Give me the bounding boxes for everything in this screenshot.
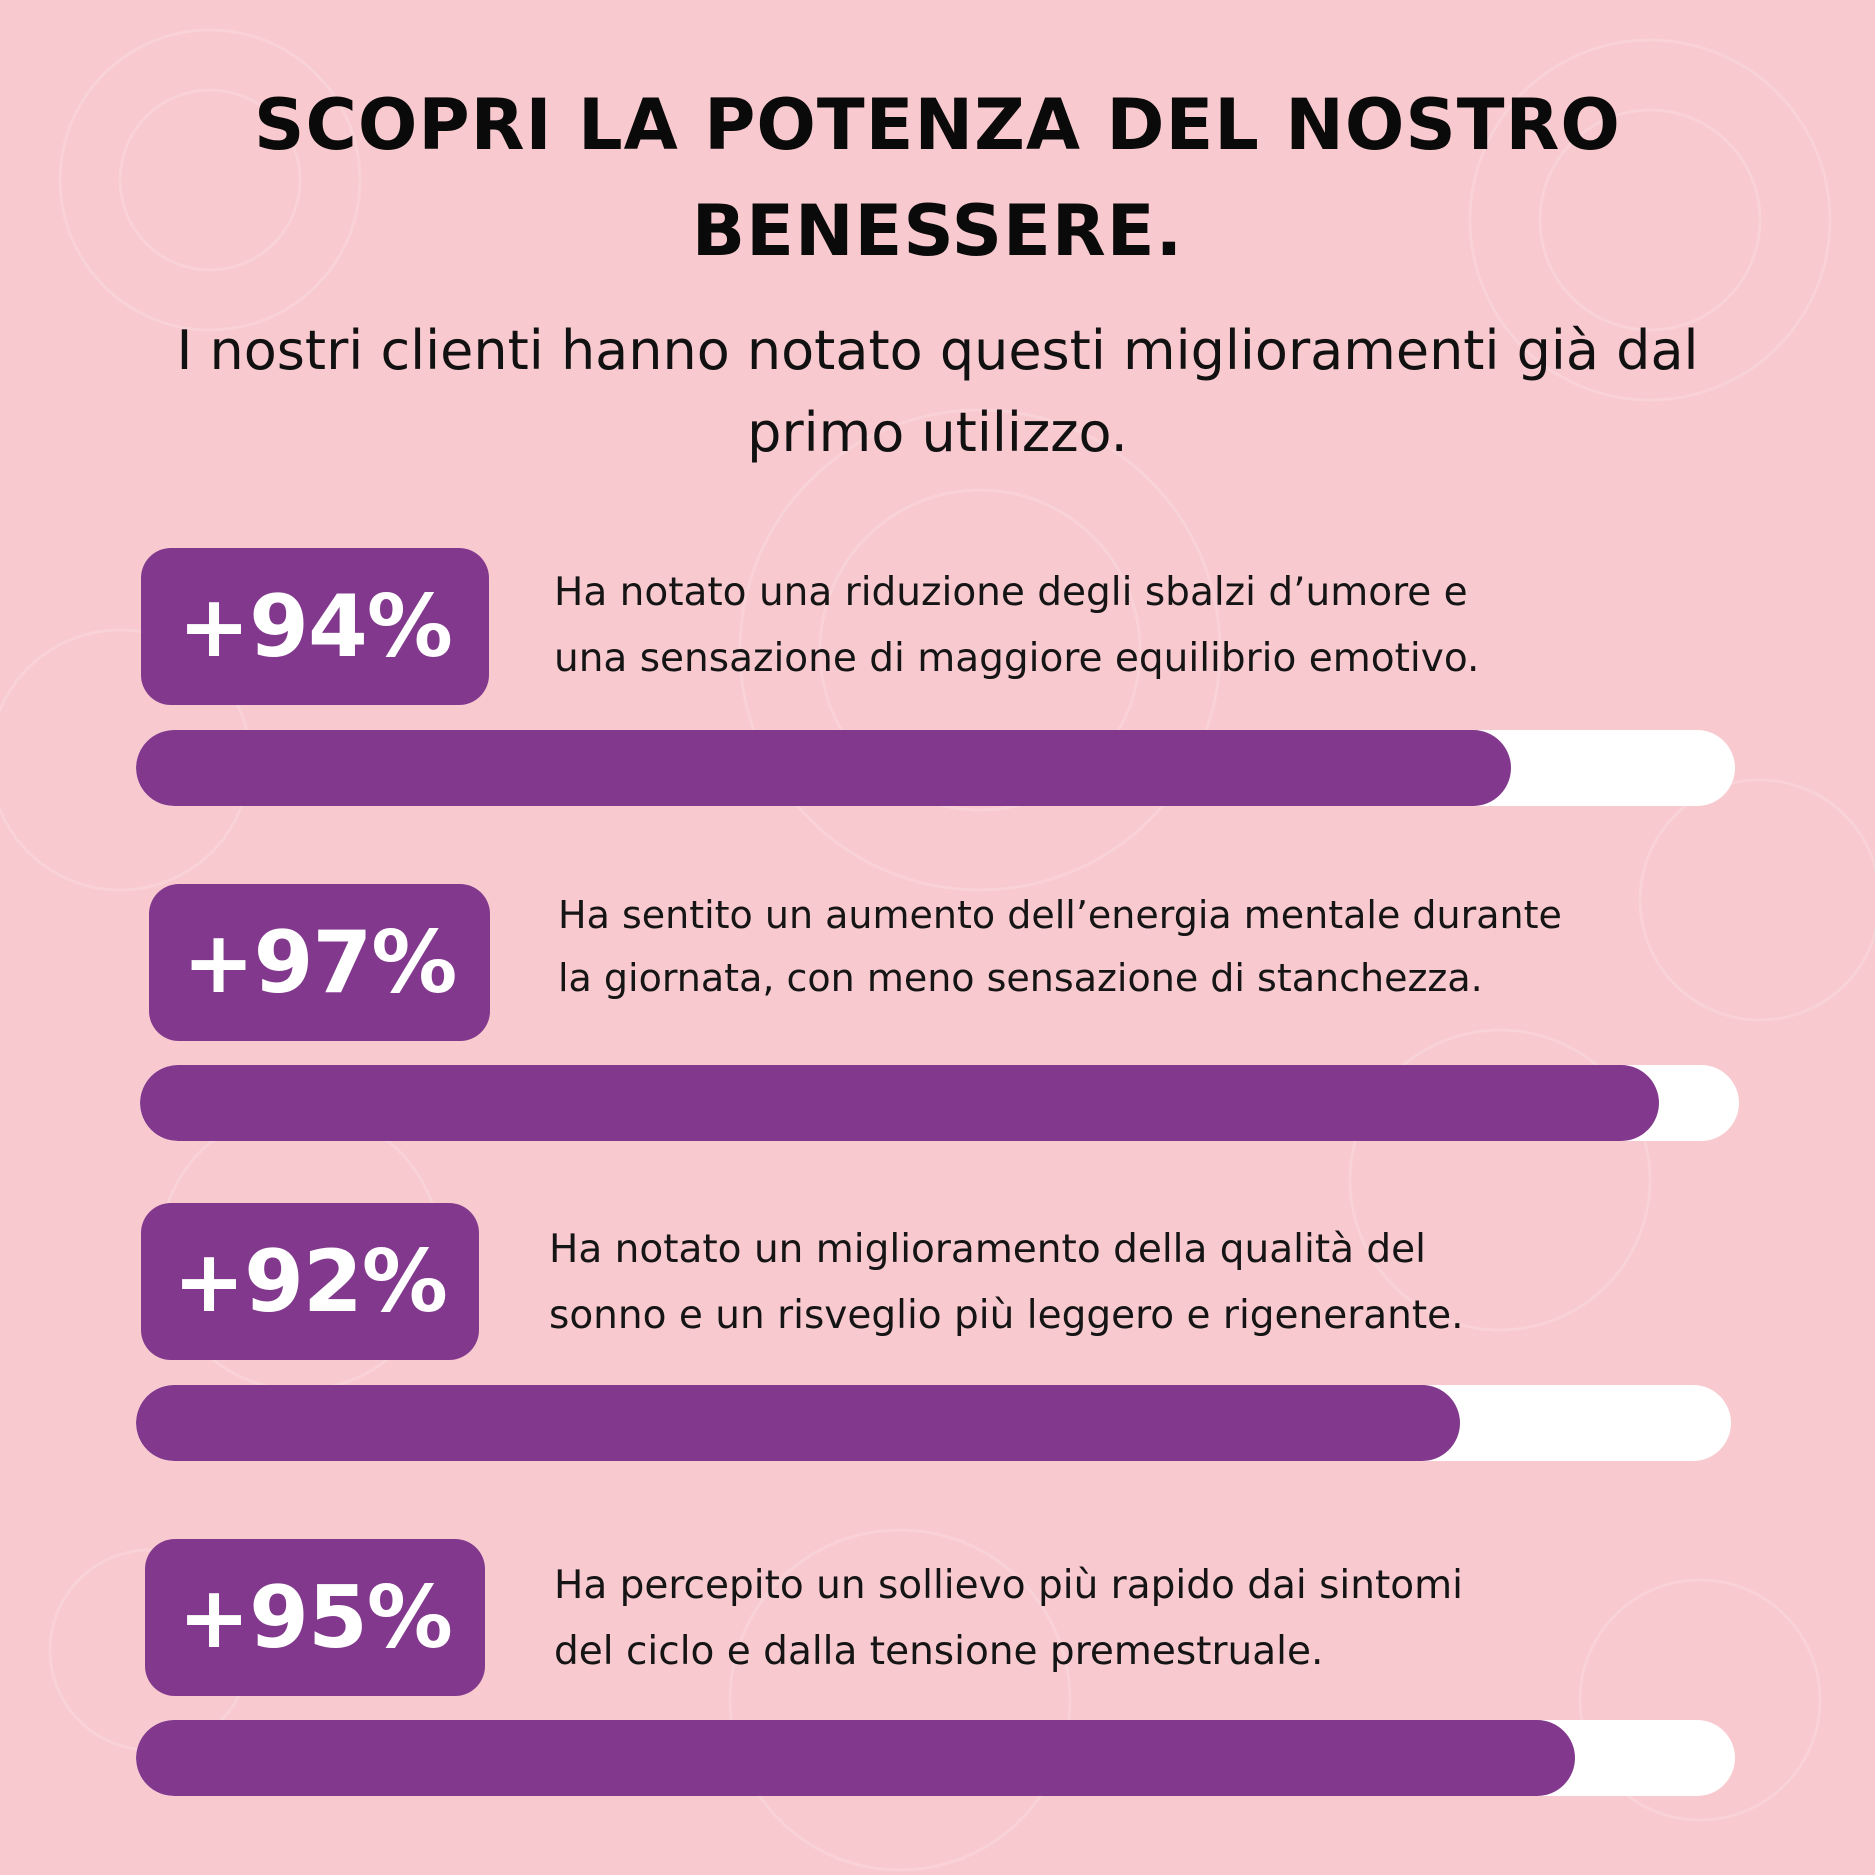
stat-value: +97% bbox=[182, 912, 458, 1013]
stat-description-line-1: Ha sentito un aumento dell’energia menta… bbox=[558, 893, 1562, 937]
stat-description-line-1: Ha percepito un sollievo più rapido dai … bbox=[554, 1563, 1463, 1608]
stat-badge: +94% bbox=[141, 548, 489, 705]
stat-description-line-2: la giornata, con meno sensazione di stan… bbox=[558, 956, 1483, 1000]
progress-bar-track bbox=[140, 1065, 1739, 1141]
page-title: SCOPRI LA POTENZA DEL NOSTRO BENESSERE. bbox=[0, 72, 1875, 284]
progress-bar-fill bbox=[136, 1385, 1460, 1461]
stat-badge: +97% bbox=[149, 884, 490, 1041]
stat-description: Ha sentito un aumento dell’energia menta… bbox=[558, 884, 1562, 1010]
progress-bar-track bbox=[136, 1385, 1731, 1461]
stat-description: Ha notato una riduzione degli sbalzi d’u… bbox=[554, 560, 1479, 692]
stat-value: +92% bbox=[173, 1231, 448, 1332]
stat-value: +94% bbox=[178, 576, 453, 677]
stat-description-line-2: una sensazione di maggiore equilibrio em… bbox=[554, 636, 1480, 681]
stat-description-line-1: Ha notato un miglioramento della qualità… bbox=[549, 1227, 1427, 1272]
title-line-1: SCOPRI LA POTENZA DEL NOSTRO bbox=[254, 84, 1621, 166]
stat-description-line-1: Ha notato una riduzione degli sbalzi d’u… bbox=[554, 570, 1468, 615]
title-line-2: BENESSERE. bbox=[691, 190, 1184, 272]
stat-description-line-2: sonno e un risveglio più leggero e rigen… bbox=[549, 1293, 1464, 1338]
subtitle-line-1: I nostri clienti hanno notato questi mig… bbox=[176, 319, 1699, 382]
progress-bar-fill bbox=[140, 1065, 1660, 1141]
stat-value: +95% bbox=[178, 1567, 453, 1668]
progress-bar-track bbox=[136, 730, 1735, 806]
stat-badge: +95% bbox=[145, 1539, 485, 1696]
subtitle-line-2: primo utilizzo. bbox=[747, 401, 1128, 464]
progress-bar-fill bbox=[136, 1720, 1576, 1796]
page-subtitle: I nostri clienti hanno notato questi mig… bbox=[0, 310, 1875, 474]
stat-description: Ha notato un miglioramento della qualità… bbox=[549, 1217, 1464, 1349]
progress-bar-fill bbox=[136, 730, 1512, 806]
progress-bar-track bbox=[136, 1720, 1735, 1796]
stat-description: Ha percepito un sollievo più rapido dai … bbox=[554, 1553, 1463, 1685]
stat-description-line-2: del ciclo e dalla tensione premestruale. bbox=[554, 1629, 1324, 1674]
stat-badge: +92% bbox=[141, 1203, 479, 1360]
